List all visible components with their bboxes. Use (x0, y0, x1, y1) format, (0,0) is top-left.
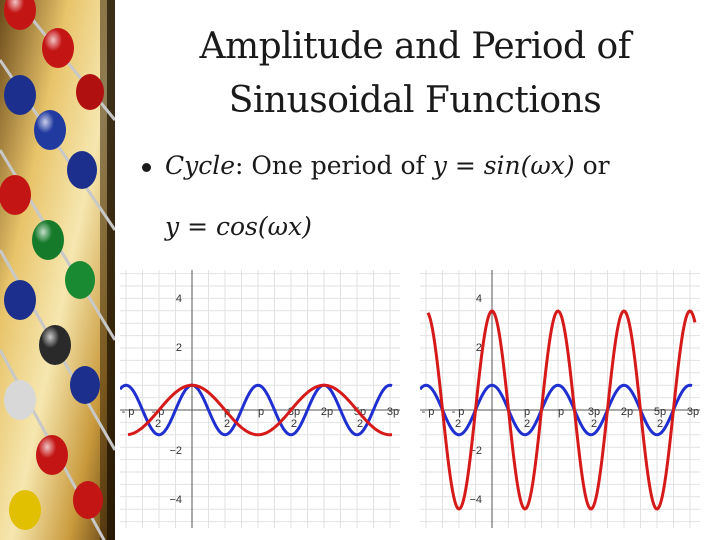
x-tick-label-neg-pi: - p (122, 406, 135, 418)
x-tick-label-3-half-pi: 3p (588, 406, 600, 418)
x-tick-label-half-pi: p (524, 406, 530, 418)
red-curve (426, 309, 697, 511)
x-tick-sublabel: 2 (524, 418, 530, 430)
bullet-expression-cos: y = cos(ωx) (165, 212, 312, 241)
x-tick-sublabel: 2 (657, 418, 663, 430)
bullet-text: : One period of (235, 151, 433, 180)
bullet-expression-sin: y = sin(ωx) (432, 151, 575, 180)
graph-left: 4 2 −2 −4 - p - p 2 p 2 p 3p 2 2p 5p 2 3… (120, 270, 400, 528)
axes (120, 270, 400, 528)
x-tick-label-pi: p (558, 406, 564, 418)
x-tick-sublabel: 2 (224, 418, 230, 430)
slide-title-line-2: Sinusoidal Functions (228, 80, 602, 121)
x-tick-sublabel: 2 (155, 418, 161, 430)
red-curve (127, 383, 393, 437)
y-tick-label-2: 2 (176, 342, 182, 354)
x-tick-label-2pi: 2p (321, 406, 333, 418)
x-tick-sublabel: 2 (455, 418, 461, 430)
bullet-line-1: Cycle: One period of y = sin(ωx) or (165, 151, 610, 180)
grid (420, 270, 700, 528)
x-tick-label-5-half-pi: 5p (654, 406, 666, 418)
x-tick-sublabel: 2 (291, 418, 297, 430)
bullet-term: Cycle (165, 151, 236, 180)
y-tick-label-2: 2 (476, 342, 482, 354)
blue-curve (420, 383, 693, 437)
abacus-background-image (0, 0, 115, 540)
abacus-beads (0, 0, 104, 530)
x-tick-sublabel: 2 (357, 418, 363, 430)
bullet-dot (142, 163, 151, 172)
x-tick-label-neg-pi: - p (422, 406, 435, 418)
y-tick-label-neg4: −4 (169, 494, 182, 506)
bullet-connector: or (574, 151, 610, 180)
y-tick-label-neg4: −4 (469, 494, 482, 506)
graph-right: 4 2 −2 −4 - p - p 2 p 2 p 3p 2 2p 5p 2 3… (420, 270, 700, 528)
x-tick-labels: - p - p 2 p 2 p 3p 2 2p 5p 2 3p (422, 406, 700, 430)
x-tick-label-neg-half-pi: - p (452, 406, 465, 418)
y-tick-labels: 4 2 −2 −4 (169, 293, 182, 506)
blue-curve (120, 383, 393, 437)
y-tick-label-4: 4 (176, 293, 182, 305)
y-tick-label-neg2: −2 (169, 445, 182, 457)
x-tick-label-pi: p (258, 406, 264, 418)
x-tick-label-2pi: 2p (621, 406, 633, 418)
x-tick-label-3pi: 3p (387, 406, 399, 418)
slide-title-line-1: Amplitude and Period of (199, 26, 631, 67)
y-tick-label-4: 4 (476, 293, 482, 305)
bullet-line-2: y = cos(ωx) (165, 212, 312, 241)
x-tick-sublabel: 2 (591, 418, 597, 430)
grid (120, 270, 400, 528)
x-tick-label-3pi: 3p (687, 406, 699, 418)
axes (420, 270, 700, 528)
y-tick-labels: 4 2 −2 −4 (469, 293, 482, 506)
